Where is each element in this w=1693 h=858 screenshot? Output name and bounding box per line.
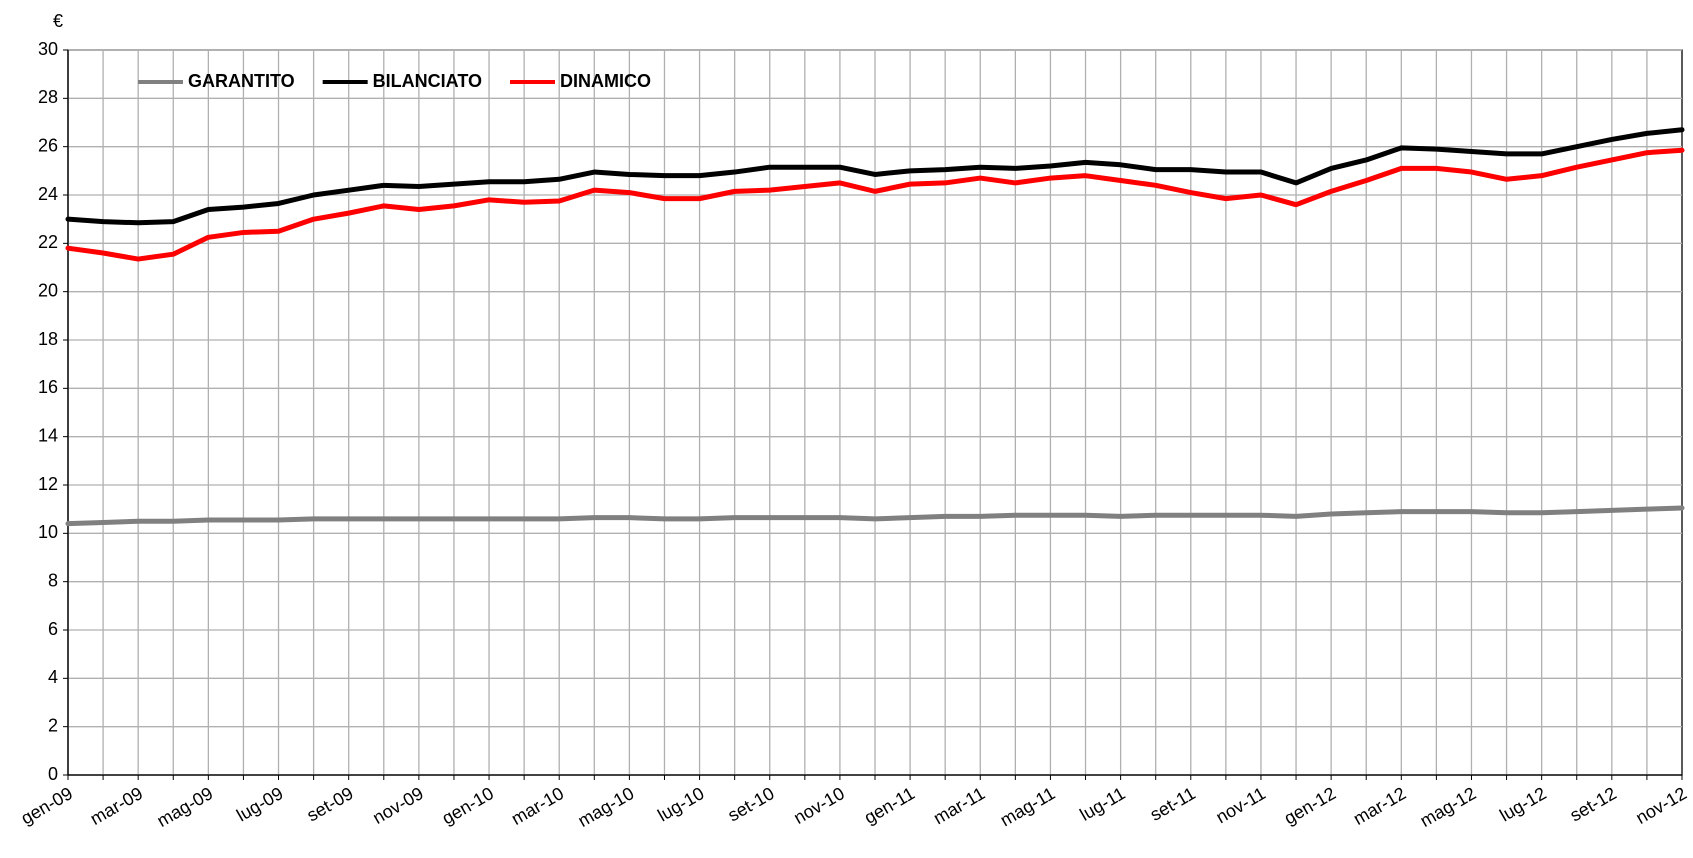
x-tick-label: gen-09 [17, 783, 76, 828]
x-tick-label: lug-12 [1496, 783, 1549, 825]
x-tick-label: lug-11 [1076, 783, 1128, 825]
x-tick-label: nov-11 [1212, 783, 1269, 827]
y-tick-label: 24 [38, 184, 58, 204]
x-tick-label: mag-09 [153, 783, 216, 831]
x-tick-label: nov-12 [1632, 783, 1690, 828]
line-series [65, 127, 1685, 226]
y-tick-label: 4 [48, 667, 58, 687]
line-series [65, 147, 1685, 262]
x-tick-label: mar-09 [87, 783, 146, 829]
y-tick-label: 26 [38, 135, 58, 155]
legend-label: DINAMICO [560, 71, 651, 91]
x-tick-label: set-12 [1566, 783, 1619, 825]
x-tick-label: mag-12 [1417, 783, 1480, 831]
x-tick-label: mar-10 [508, 783, 567, 829]
y-tick-label: 16 [38, 377, 58, 397]
y-tick-label: 22 [38, 232, 58, 252]
line-series [65, 505, 1685, 527]
x-tick-label: nov-10 [790, 783, 848, 828]
x-tick-label: mar-11 [930, 783, 988, 828]
legend-label: GARANTITO [188, 71, 295, 91]
legend-label: BILANCIATO [373, 71, 482, 91]
x-tick-label: set-11 [1147, 783, 1199, 825]
x-tick-label: lug-10 [654, 783, 707, 825]
x-tick-label: gen-10 [438, 783, 497, 828]
x-tick-label: mag-11 [997, 783, 1059, 830]
y-tick-label: 28 [38, 87, 58, 107]
x-tick-label: gen-12 [1281, 783, 1340, 828]
y-tick-label: 30 [38, 39, 58, 59]
y-tick-label: 2 [48, 715, 58, 735]
y-axis-label: € [53, 11, 63, 31]
x-tick-label: nov-09 [369, 783, 427, 828]
x-tick-label: mar-12 [1350, 783, 1409, 829]
y-tick-label: 6 [48, 619, 58, 639]
y-tick-label: 20 [38, 280, 58, 300]
x-tick-label: set-09 [303, 783, 356, 825]
y-tick-label: 12 [38, 474, 58, 494]
x-tick-label: lug-09 [233, 783, 286, 825]
y-tick-label: 8 [48, 570, 58, 590]
x-tick-label: set-10 [724, 783, 777, 825]
x-tick-label: gen-11 [861, 783, 918, 828]
y-tick-label: 18 [38, 329, 58, 349]
y-tick-label: 14 [38, 425, 58, 445]
y-tick-label: 0 [48, 764, 58, 784]
y-tick-label: 10 [38, 522, 58, 542]
x-tick-label: mag-10 [575, 783, 638, 831]
